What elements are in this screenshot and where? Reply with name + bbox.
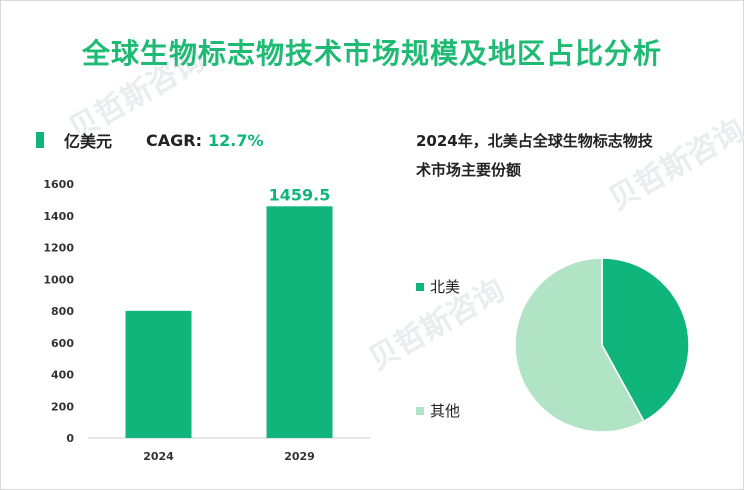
y-tick-label: 1400 (43, 210, 74, 223)
y-tick-label: 1200 (43, 242, 74, 255)
y-tick-label: 1600 (43, 178, 74, 191)
bar-chart: 0 200 400 600 800 1000 1200 1400 1600 2024 2029 145… (43, 178, 370, 463)
legend-swatch (416, 406, 424, 415)
y-tick-label: 600 (51, 337, 74, 350)
bar-legend: 亿美元 CAGR: 12.7% (36, 129, 264, 151)
x-tick-label: 2024 (143, 450, 174, 463)
pie-legend-north-america: 北美 (416, 276, 460, 297)
pie-legend-other: 其他 (416, 400, 460, 421)
cagr-value: 12.7% (208, 130, 264, 150)
y-tick-label: 0 (66, 432, 74, 445)
y-tick-label: 400 (51, 369, 74, 382)
legend-swatch (36, 132, 44, 148)
pie-legend-label: 北美 (430, 278, 461, 296)
cagr-label: CAGR: (146, 130, 202, 150)
bar (266, 206, 333, 438)
pie-title: 2024年，北美占全球生物标志物技 术市场主要份额 (416, 127, 716, 185)
pie-title-line: 2024年，北美占全球生物标志物技 (416, 132, 653, 150)
pie-slice (514, 258, 645, 433)
data-label: 1459.5 (269, 185, 331, 204)
legend-swatch (416, 282, 424, 291)
pie-title-line: 术市场主要份额 (416, 161, 522, 179)
legend-unit: 亿美元 (64, 132, 113, 151)
y-tick-label: 200 (51, 400, 74, 413)
pie-legend-label: 其他 (430, 402, 461, 420)
pie-slice (601, 258, 690, 423)
x-tick-label: 2029 (284, 450, 315, 463)
y-tick-label: 1000 (43, 273, 74, 286)
bar (125, 310, 192, 438)
y-tick-label: 800 (51, 305, 74, 318)
pie-chart (514, 258, 690, 433)
chart-title: 全球生物标志物技术市场规模及地区占比分析 (81, 37, 662, 70)
